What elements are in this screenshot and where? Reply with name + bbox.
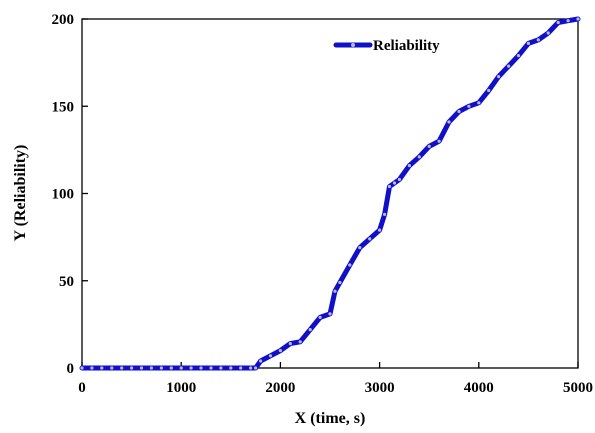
data-point (546, 31, 550, 35)
data-point (387, 184, 392, 189)
data-point (219, 366, 223, 370)
x-axis-title: X (time, s) (295, 410, 366, 427)
data-point (239, 366, 243, 370)
y-tick-label-150: 150 (52, 99, 75, 115)
data-point (209, 366, 213, 370)
data-point (338, 280, 342, 285)
data-point (348, 263, 352, 267)
x-tick-label-5000: 5000 (563, 380, 593, 396)
data-point (556, 20, 560, 25)
data-point (447, 120, 451, 124)
data-point (526, 41, 531, 46)
data-point (278, 349, 282, 353)
data-point (358, 246, 362, 250)
legend: Reliability (333, 38, 440, 54)
data-point (90, 366, 94, 370)
data-point (457, 109, 461, 114)
data-point (536, 38, 540, 42)
data-point (576, 17, 580, 21)
data-point (199, 366, 203, 370)
data-point (298, 340, 302, 344)
data-point (368, 237, 372, 241)
series-line-reliability (79, 16, 581, 371)
data-point (159, 366, 163, 370)
x-axis-ticks: 0 1000 2000 3000 4000 5000 (78, 362, 593, 396)
data-point (383, 212, 387, 216)
data-point (378, 228, 382, 232)
data-point (254, 366, 258, 370)
data-point (179, 366, 183, 370)
legend-marker-reliability (351, 43, 355, 47)
data-point (130, 366, 134, 370)
data-point (477, 101, 481, 105)
x-tick-label-2000: 2000 (265, 380, 295, 396)
data-point (417, 155, 421, 159)
data-point (487, 88, 491, 93)
data-point (249, 366, 253, 370)
data-point (288, 342, 292, 346)
data-point (437, 139, 441, 143)
data-point (318, 315, 322, 319)
data-point (507, 64, 511, 68)
data-point (333, 289, 337, 293)
data-point (169, 366, 173, 370)
data-point (397, 177, 401, 182)
data-point (259, 359, 263, 363)
data-point (229, 366, 233, 370)
y-tick-label-50: 50 (59, 274, 74, 290)
data-point (139, 366, 144, 370)
y-tick-label-100: 100 (52, 187, 75, 203)
y-tick-label-0: 0 (67, 361, 75, 377)
series-layer (79, 16, 581, 371)
data-point (427, 144, 431, 148)
x-tick-label-0: 0 (78, 380, 86, 396)
data-point (268, 354, 273, 358)
y-axis-title: Y (Reliability) (12, 145, 29, 242)
data-point (407, 164, 411, 168)
data-point (80, 366, 84, 370)
x-tick-label-1000: 1000 (166, 380, 196, 396)
data-point (100, 366, 104, 370)
data-point (120, 366, 124, 370)
y-axis-ticks: 0 50 100 150 200 (52, 12, 88, 377)
x-tick-label-4000: 4000 (464, 380, 494, 396)
legend-label-reliability: Reliability (373, 38, 440, 54)
data-point (110, 366, 114, 370)
data-point (328, 312, 332, 316)
data-point (392, 181, 397, 185)
data-point (516, 54, 521, 58)
data-point (566, 19, 570, 23)
data-point (308, 328, 312, 332)
data-point (497, 75, 501, 79)
x-tick-label-3000: 3000 (365, 380, 395, 396)
data-point (467, 104, 471, 108)
data-point (189, 366, 193, 370)
data-point (149, 366, 153, 370)
y-tick-label-200: 200 (52, 12, 75, 28)
